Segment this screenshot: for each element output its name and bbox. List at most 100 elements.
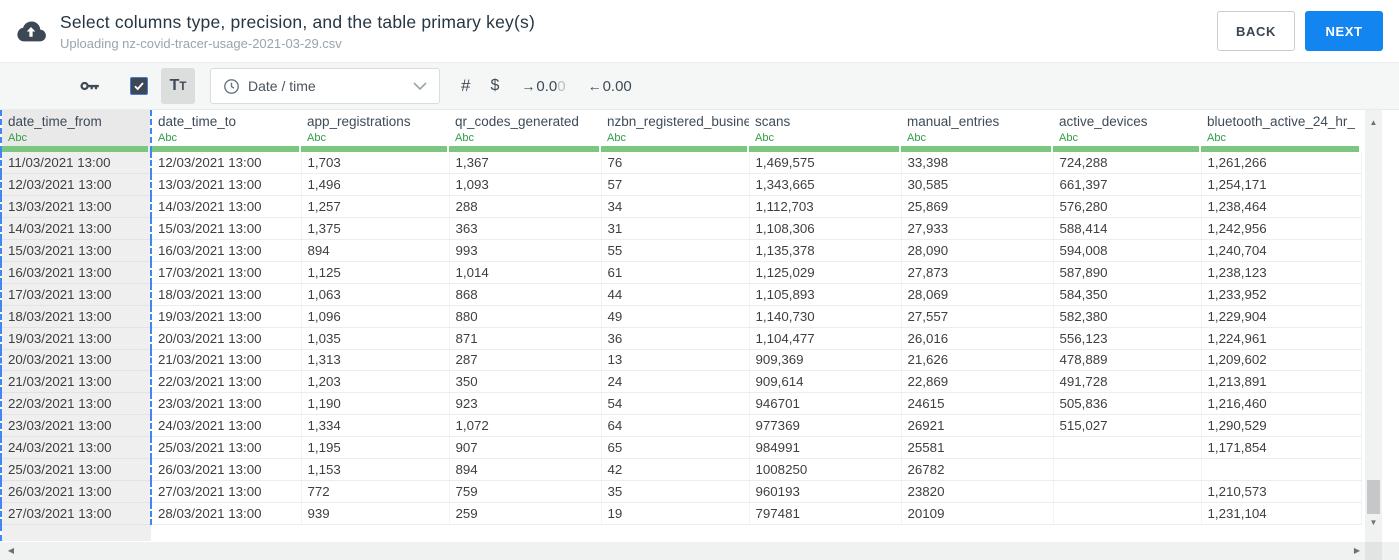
- cell[interactable]: 13/03/2021 13:00: [151, 173, 302, 197]
- cell[interactable]: 24/03/2021 13:00: [0, 436, 152, 459]
- column-type-dropdown[interactable]: Date / time: [210, 68, 440, 104]
- cell[interactable]: 1,334: [301, 414, 450, 438]
- cell[interactable]: 909,369: [749, 349, 902, 372]
- next-button[interactable]: NEXT: [1305, 11, 1383, 51]
- cell[interactable]: 25,869: [901, 195, 1054, 219]
- cell[interactable]: 576,280: [1053, 195, 1202, 219]
- cell[interactable]: 20/03/2021 13:00: [0, 349, 152, 372]
- cell[interactable]: 15/03/2021 13:00: [0, 239, 152, 262]
- cell[interactable]: 24615: [901, 392, 1054, 416]
- cell[interactable]: 907: [449, 436, 602, 459]
- cell[interactable]: 1,469,575: [749, 152, 902, 175]
- cell[interactable]: 772: [301, 480, 450, 503]
- cell[interactable]: 1,014: [449, 261, 602, 284]
- cell[interactable]: 30,585: [901, 173, 1054, 197]
- cell[interactable]: 13/03/2021 13:00: [0, 195, 152, 219]
- cell[interactable]: 76: [601, 152, 750, 175]
- cell[interactable]: 1,105,893: [749, 283, 902, 306]
- cell[interactable]: [1053, 480, 1202, 503]
- cell[interactable]: 871: [449, 327, 602, 350]
- cell[interactable]: 868: [449, 283, 602, 306]
- cell[interactable]: 1,190: [301, 392, 450, 416]
- scrollbar-thumb[interactable]: [1367, 480, 1380, 514]
- cell[interactable]: 1,290,529: [1201, 414, 1362, 438]
- cell[interactable]: 17/03/2021 13:00: [151, 261, 302, 284]
- vertical-scrollbar[interactable]: ▲ ▼: [1365, 110, 1382, 542]
- column-header[interactable]: bluetooth_active_24_hr_ Abc: [1201, 110, 1361, 152]
- cell[interactable]: 26/03/2021 13:00: [0, 480, 152, 503]
- cell[interactable]: 22/03/2021 13:00: [151, 370, 302, 394]
- cell[interactable]: 287: [449, 349, 602, 372]
- cell[interactable]: 19: [601, 502, 750, 525]
- cell[interactable]: 27,933: [901, 217, 1054, 241]
- cell[interactable]: 587,890: [1053, 261, 1202, 284]
- cell[interactable]: 26921: [901, 414, 1054, 438]
- cell[interactable]: 13: [601, 349, 750, 372]
- column-header[interactable]: manual_entries Abc: [901, 110, 1053, 152]
- cell[interactable]: 588,414: [1053, 217, 1202, 241]
- cell[interactable]: 1,238,123: [1201, 261, 1362, 284]
- cell[interactable]: 1,240,704: [1201, 239, 1362, 262]
- cell[interactable]: 20/03/2021 13:00: [151, 327, 302, 350]
- cell[interactable]: 1,213,891: [1201, 370, 1362, 394]
- cell[interactable]: 1008250: [749, 458, 902, 481]
- cell[interactable]: 19/03/2021 13:00: [0, 327, 152, 350]
- back-button[interactable]: BACK: [1217, 11, 1295, 51]
- cell[interactable]: 27,557: [901, 305, 1054, 328]
- cell[interactable]: 28/03/2021 13:00: [151, 502, 302, 525]
- cell[interactable]: 24/03/2021 13:00: [151, 414, 302, 438]
- cell[interactable]: 946701: [749, 392, 902, 416]
- cell[interactable]: [1053, 502, 1202, 525]
- cell[interactable]: 16/03/2021 13:00: [0, 261, 152, 284]
- cell[interactable]: 1,224,961: [1201, 327, 1362, 350]
- cell[interactable]: 977369: [749, 414, 902, 438]
- cell[interactable]: 22/03/2021 13:00: [0, 392, 152, 416]
- cell[interactable]: 1,703: [301, 152, 450, 175]
- cell[interactable]: 55: [601, 239, 750, 262]
- cell[interactable]: 939: [301, 502, 450, 525]
- cell[interactable]: 23/03/2021 13:00: [0, 414, 152, 438]
- cell[interactable]: 23820: [901, 480, 1054, 503]
- cell[interactable]: 11/03/2021 13:00: [0, 152, 152, 175]
- cell[interactable]: 35: [601, 480, 750, 503]
- cell[interactable]: 1,261,266: [1201, 152, 1362, 175]
- cell[interactable]: 1,367: [449, 152, 602, 175]
- cell[interactable]: 478,889: [1053, 349, 1202, 372]
- cell[interactable]: 1,231,104: [1201, 502, 1362, 525]
- cell[interactable]: 21/03/2021 13:00: [0, 370, 152, 394]
- scroll-right-icon[interactable]: ▶: [1353, 546, 1361, 555]
- cell[interactable]: 25/03/2021 13:00: [0, 458, 152, 481]
- cell[interactable]: 582,380: [1053, 305, 1202, 328]
- scroll-up-icon[interactable]: ▲: [1369, 118, 1378, 127]
- cell[interactable]: 1,216,460: [1201, 392, 1362, 416]
- increase-decimal-button[interactable]: → 0.0 0: [521, 77, 566, 95]
- cell[interactable]: 1,112,703: [749, 195, 902, 219]
- cell[interactable]: 1,254,171: [1201, 173, 1362, 197]
- cell[interactable]: 49: [601, 305, 750, 328]
- cell[interactable]: 594,008: [1053, 239, 1202, 262]
- cell[interactable]: 65: [601, 436, 750, 459]
- cell[interactable]: 1,233,952: [1201, 283, 1362, 306]
- horizontal-scrollbar[interactable]: ◀ ▶: [0, 542, 1399, 560]
- cell[interactable]: 61: [601, 261, 750, 284]
- cell[interactable]: 36: [601, 327, 750, 350]
- cell[interactable]: 1,195: [301, 436, 450, 459]
- cell[interactable]: 1,072: [449, 414, 602, 438]
- cell[interactable]: 18/03/2021 13:00: [151, 283, 302, 306]
- cell[interactable]: 923: [449, 392, 602, 416]
- cell[interactable]: 18/03/2021 13:00: [0, 305, 152, 328]
- cell[interactable]: 14/03/2021 13:00: [151, 195, 302, 219]
- cell[interactable]: 34: [601, 195, 750, 219]
- currency-type-button[interactable]: $: [490, 77, 500, 94]
- cell[interactable]: 19/03/2021 13:00: [151, 305, 302, 328]
- cell[interactable]: 491,728: [1053, 370, 1202, 394]
- cell[interactable]: 1,125,029: [749, 261, 902, 284]
- cell[interactable]: 350: [449, 370, 602, 394]
- cell[interactable]: 1,135,378: [749, 239, 902, 262]
- cell[interactable]: 960193: [749, 480, 902, 503]
- cell[interactable]: 1,093: [449, 173, 602, 197]
- number-type-button[interactable]: #: [461, 76, 471, 95]
- cell[interactable]: 44: [601, 283, 750, 306]
- cell[interactable]: 909,614: [749, 370, 902, 394]
